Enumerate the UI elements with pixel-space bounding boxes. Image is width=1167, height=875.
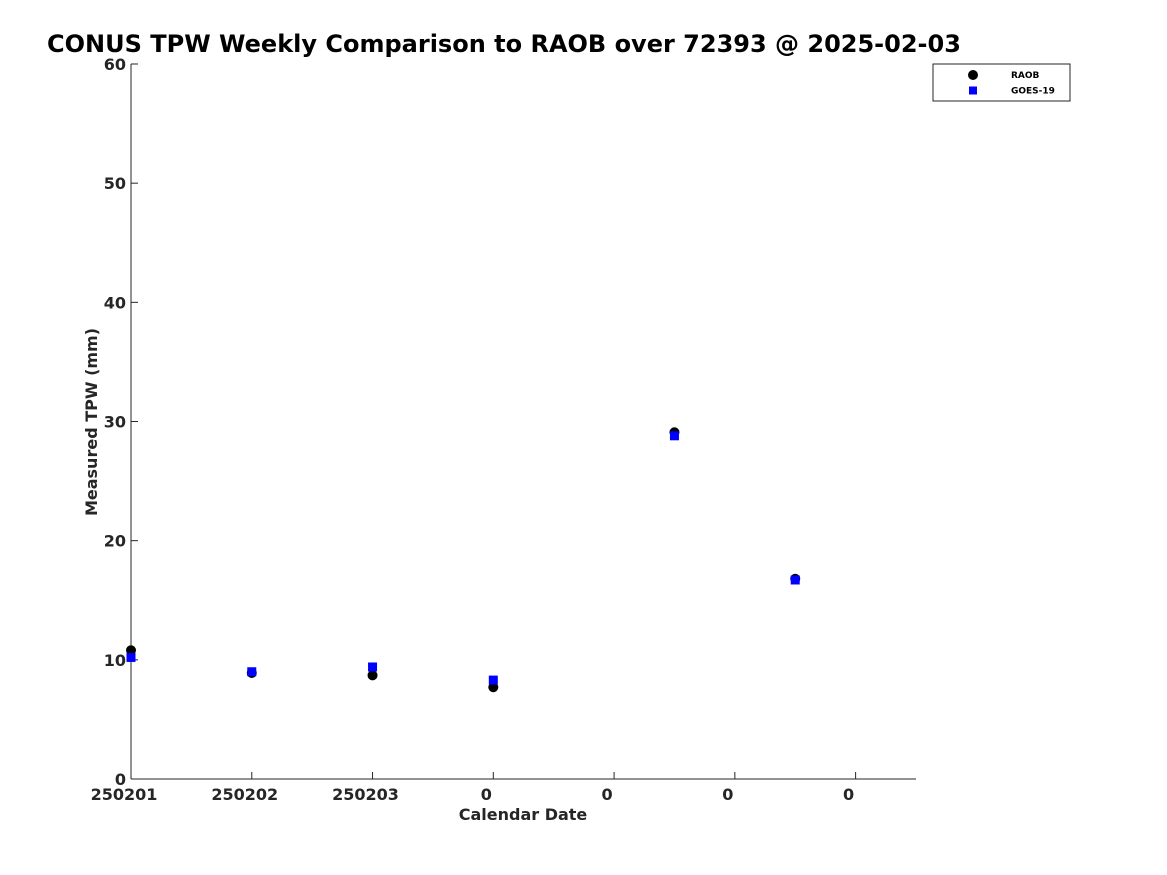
- plot-area: 0 10 20 30 40 50 60 250201 250202 250203 0 0 0 0: [91, 55, 916, 804]
- y-tick-label: 30: [104, 413, 126, 432]
- data-marks: [126, 427, 801, 693]
- x-tick-label: 0: [722, 785, 733, 804]
- x-tick-label: 0: [843, 785, 854, 804]
- y-tick-label: 0: [115, 770, 126, 789]
- raob-point: [126, 645, 136, 656]
- y-axis-label: Measured TPW (mm): [82, 328, 101, 516]
- y-tick-label: 20: [104, 532, 126, 551]
- y-tick-label: 10: [104, 651, 126, 670]
- legend-raob-marker: [968, 70, 978, 80]
- chart-title: CONUS TPW Weekly Comparison to RAOB over…: [47, 30, 961, 58]
- x-tick-label: 250203: [332, 785, 399, 804]
- x-tick-label: 0: [481, 785, 492, 804]
- x-tick-label: 0: [602, 785, 613, 804]
- goes-19-point: [790, 575, 800, 585]
- legend-goes-19-marker: [969, 86, 977, 95]
- goes-19-point: [247, 667, 257, 677]
- raob-point: [488, 682, 499, 693]
- x-ticks: 250201 250202 250203 0 0 0 0: [91, 772, 857, 804]
- y-tick-label: 50: [104, 174, 126, 193]
- legend-goes-19-label: GOES-19: [1011, 87, 1055, 97]
- raob-point: [367, 670, 378, 681]
- goes-19-point: [126, 652, 136, 662]
- y-ticks: 0 10 20 30 40 50 60: [104, 55, 138, 789]
- legend-raob-label: RAOB: [1011, 71, 1040, 81]
- legend: RAOB GOES-19: [932, 63, 1071, 102]
- x-axis-label: Calendar Date: [459, 805, 588, 824]
- x-tick-label: 250201: [91, 785, 158, 804]
- legend-box: [932, 63, 1071, 102]
- goes-19-point: [669, 431, 679, 441]
- x-tick-label: 250202: [211, 785, 278, 804]
- y-tick-label: 40: [104, 293, 126, 312]
- goes-19-point: [488, 675, 498, 685]
- goes-19-point: [368, 662, 378, 672]
- y-tick-label: 60: [104, 55, 126, 74]
